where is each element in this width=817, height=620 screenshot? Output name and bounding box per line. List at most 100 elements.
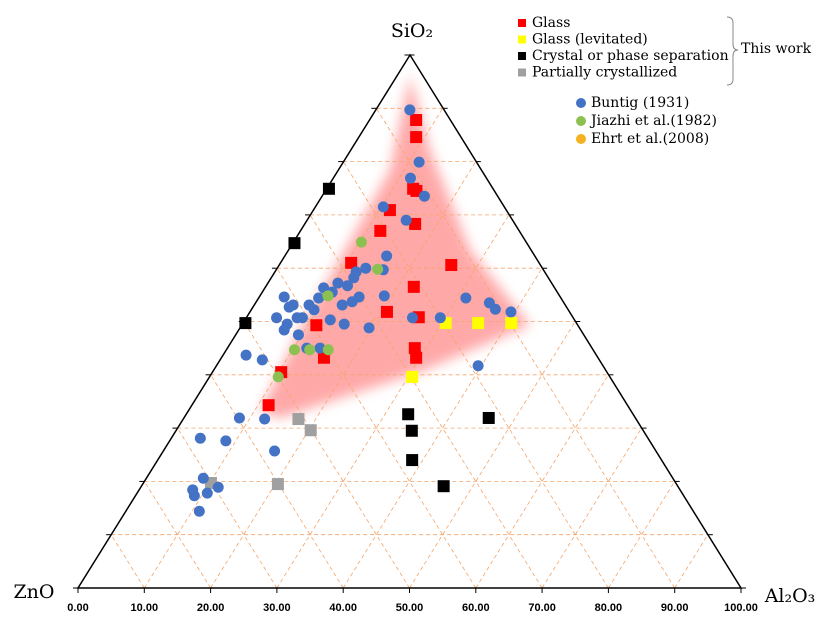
- x-tick-label: 40.00: [329, 602, 357, 614]
- circle-marker: [381, 250, 393, 262]
- grid-line: [110, 534, 145, 589]
- circle-marker: [271, 312, 283, 324]
- square-marker: [406, 454, 419, 467]
- legend-bracket: [726, 16, 739, 86]
- square-marker: [288, 237, 301, 250]
- legend-label: Buntig (1931): [591, 95, 689, 111]
- x-tick-label: 80.00: [595, 602, 623, 614]
- top-label: SiO₂: [391, 20, 433, 42]
- square-marker: [437, 480, 450, 493]
- x-tick-label: 90.00: [661, 602, 689, 614]
- square-marker: [292, 413, 305, 426]
- legend-label: Partially crystallized: [532, 65, 677, 81]
- grid-line: [674, 534, 709, 589]
- circle-marker: [372, 263, 384, 275]
- square-marker: [374, 224, 387, 237]
- square-marker: [445, 259, 458, 272]
- x-tick-label: 100.00: [724, 602, 758, 614]
- circle-marker: [220, 435, 232, 447]
- circle-marker: [288, 344, 300, 356]
- circle-marker: [460, 292, 472, 304]
- circle-marker: [378, 290, 390, 302]
- legend-label: Crystal or phase separation: [532, 48, 729, 64]
- circle-marker: [283, 301, 295, 313]
- legend-label: Ehrt et al.(2008): [591, 131, 709, 147]
- square-marker: [271, 478, 284, 491]
- circle-marker: [272, 371, 284, 383]
- circle-marker: [360, 262, 372, 274]
- circle-marker: [278, 324, 290, 336]
- circle-marker: [291, 312, 303, 324]
- legend-swatch: [518, 68, 526, 77]
- square-marker: [405, 424, 418, 437]
- grid-line: [376, 108, 676, 589]
- circle-marker: [348, 272, 360, 284]
- square-marker: [304, 424, 317, 437]
- circle-marker: [404, 172, 416, 184]
- circle-marker: [188, 490, 200, 502]
- circle-marker: [338, 318, 350, 330]
- legend-swatch: [518, 35, 526, 44]
- square-marker: [402, 408, 415, 421]
- square-marker: [410, 114, 423, 127]
- legend-swatch: [576, 134, 586, 144]
- circle-marker: [314, 342, 326, 354]
- circle-marker: [304, 344, 316, 356]
- square-marker: [380, 305, 393, 318]
- circle-marker: [355, 236, 367, 248]
- square-marker: [410, 351, 423, 364]
- circle-marker: [404, 104, 416, 116]
- circle-marker: [353, 291, 365, 303]
- square-marker: [322, 182, 335, 195]
- square-marker: [407, 280, 420, 293]
- square-marker: [262, 399, 275, 412]
- circle-marker: [489, 303, 501, 315]
- grid-line: [243, 321, 410, 589]
- square-marker: [410, 131, 423, 144]
- circle-marker: [400, 214, 412, 226]
- circle-marker: [278, 291, 290, 303]
- square-marker: [345, 256, 358, 269]
- x-tick-label: 10.00: [131, 602, 159, 614]
- circle-marker: [212, 481, 224, 493]
- circle-marker: [342, 280, 354, 292]
- circle-marker: [322, 344, 334, 356]
- circle-marker: [259, 413, 271, 425]
- grid-line: [276, 214, 510, 589]
- circle-marker: [418, 190, 430, 202]
- circle-marker: [377, 201, 389, 213]
- square-marker: [408, 342, 421, 355]
- square-marker: [505, 317, 518, 330]
- circle-marker: [197, 472, 209, 484]
- grid-line: [409, 321, 576, 589]
- x-tick-label: 0.00: [67, 602, 88, 614]
- legend-label: Glass: [532, 15, 570, 31]
- circle-marker: [363, 322, 375, 334]
- circle-marker: [233, 412, 245, 424]
- x-tick-label: 70.00: [528, 602, 556, 614]
- legend-label: Jiazhi et al.(1982): [589, 113, 717, 129]
- circle-marker: [324, 314, 336, 326]
- circle-marker: [240, 349, 252, 361]
- legend-swatch: [518, 19, 526, 27]
- legend-group-note: This work: [741, 41, 812, 57]
- square-marker: [482, 411, 495, 424]
- square-marker: [409, 217, 422, 230]
- legend-label: Glass (levitated): [532, 32, 648, 48]
- left-label: ZnO: [13, 581, 54, 603]
- circle-marker: [313, 292, 325, 304]
- legend-swatch: [518, 52, 526, 60]
- circle-marker: [505, 306, 517, 318]
- circle-marker: [413, 156, 425, 168]
- x-tick-label: 20.00: [197, 602, 225, 614]
- circle-marker: [194, 432, 206, 444]
- square-marker: [406, 370, 419, 383]
- square-marker: [239, 317, 252, 330]
- circle-marker: [256, 354, 268, 366]
- circle-marker: [201, 487, 213, 499]
- points: [187, 104, 518, 517]
- square-marker: [310, 319, 323, 332]
- circle-marker: [472, 360, 484, 372]
- right-label: Al₂O₃: [764, 585, 816, 607]
